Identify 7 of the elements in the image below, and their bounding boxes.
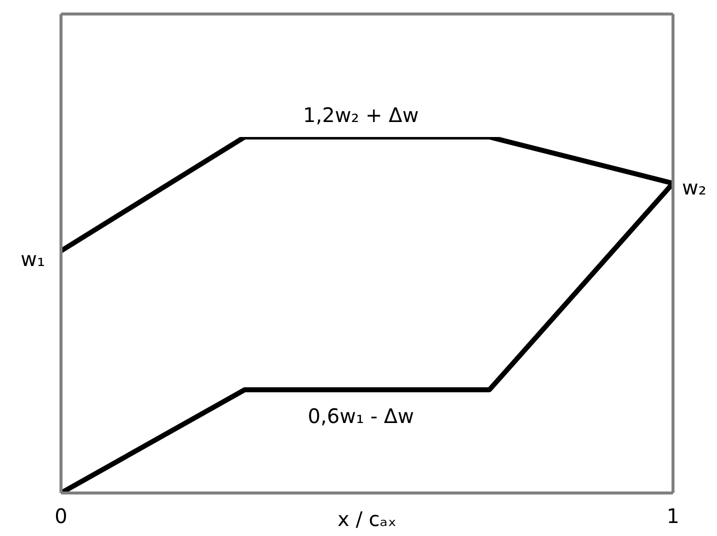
x-axis-title: x / cₐₓ: [338, 507, 396, 531]
annotation: w₁: [20, 246, 45, 271]
annotation: 0,6w₁ - Δw: [308, 404, 414, 428]
annotation: 1,2w₂ + Δw: [303, 103, 419, 127]
x-tick-label: 0: [54, 504, 68, 528]
annotation: w₂: [682, 175, 706, 200]
x-tick-label: 1: [666, 504, 680, 528]
